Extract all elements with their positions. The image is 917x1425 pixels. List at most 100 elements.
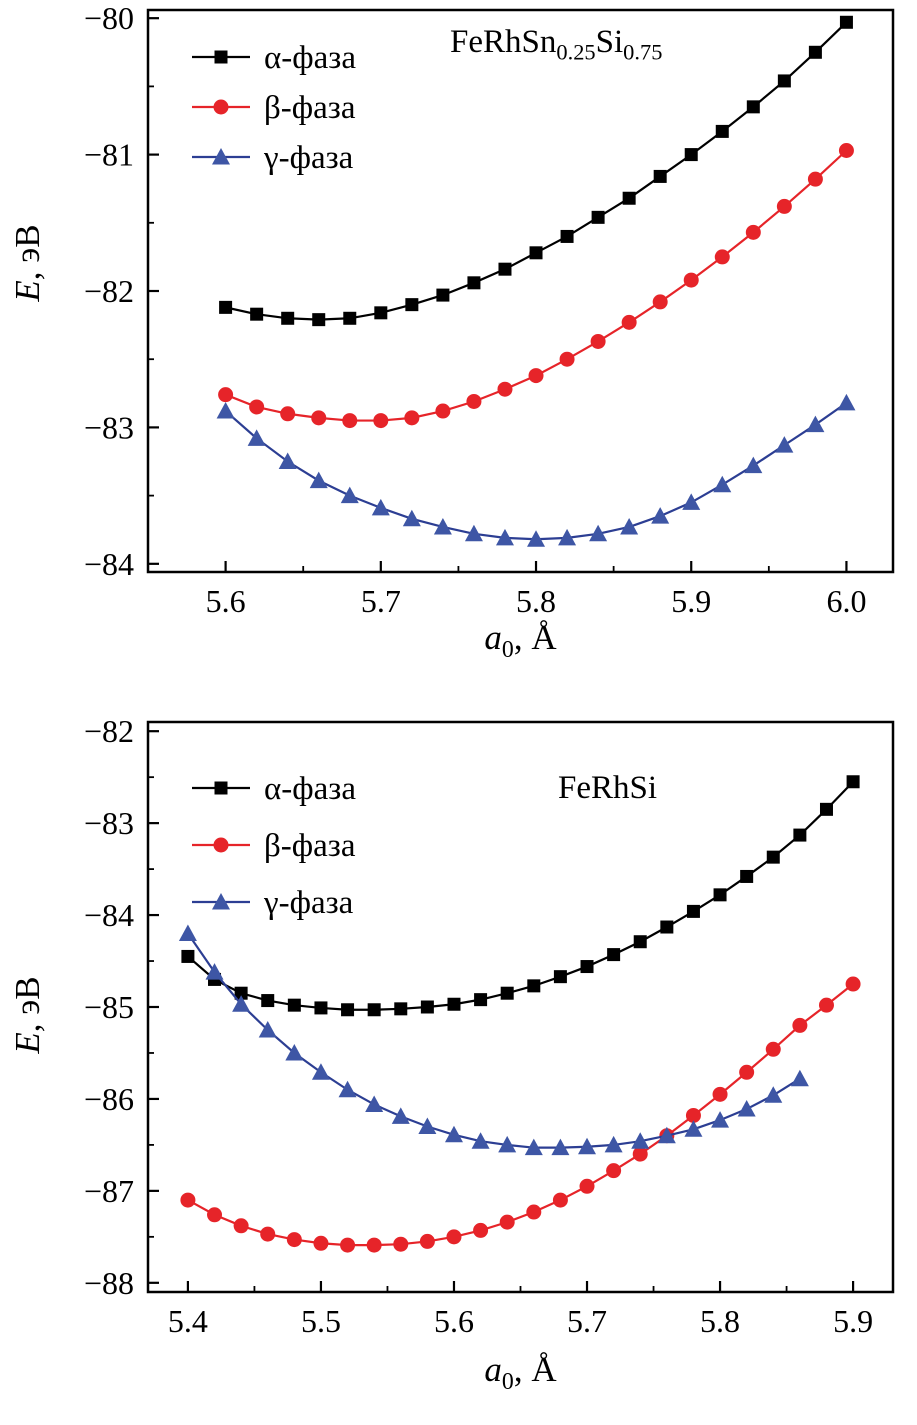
square-marker [684,148,698,162]
triangle-marker [737,1100,756,1117]
circle-marker [218,387,234,403]
circle-marker [528,368,544,384]
circle-marker [446,1229,462,1245]
square-marker [234,986,248,1000]
y-tick-label: −83 [84,805,134,841]
x-tick-label: 5.6 [434,1303,474,1339]
triangle-marker [402,509,421,527]
series-2 [178,924,809,1156]
triangle-marker [365,1095,384,1112]
circle-marker [260,1226,276,1242]
x-axis-label: a0, Å [484,1350,557,1395]
triangle-marker [744,456,763,474]
legend-label: α-фаза [264,40,356,76]
x-tick-label: 5.8 [516,583,556,619]
circle-marker [233,1218,249,1234]
series-line [187,932,801,1149]
triangle-marker [471,1132,490,1149]
triangle-marker [285,1043,304,1061]
legend-label: β-фаза [264,828,356,864]
triangle-marker [498,1135,517,1153]
square-marker [474,993,488,1007]
triangle-marker [212,148,230,165]
legend: α-фаза β-фаза γ-фаза [192,771,356,921]
square-marker [498,262,512,276]
square-marker [560,229,574,243]
triangle-marker [444,1125,463,1143]
y-tick-label: −84 [84,546,134,582]
circle-marker [473,1222,489,1238]
circle-marker [313,1235,329,1251]
triangle-marker [340,486,359,504]
triangle-marker [278,452,297,470]
x-tick-label: 5.7 [567,1303,607,1339]
y-tick-label: −88 [84,1265,134,1301]
triangle-marker [806,415,825,433]
square-marker [405,298,419,312]
y-axis: −80 −81 −82 −83 −84 [84,0,159,582]
circle-marker [286,1232,302,1248]
series-0 [181,775,860,1017]
square-marker [250,307,264,321]
circle-marker [652,294,668,310]
square-marker [846,775,860,789]
square-marker [367,1003,381,1017]
square-marker [341,1003,355,1017]
circle-marker [393,1236,409,1252]
square-marker [287,998,301,1012]
y-tick-label: −82 [84,713,134,749]
x-tick-label: 5.8 [700,1303,740,1339]
circle-marker [838,143,854,158]
square-marker [343,311,357,325]
plot-area-bottom: 5.4 5.5 5.6 5.7 5.8 5.9 −82 −83 −84 −85 −86 −87 −88 α… [84,713,895,1339]
plot-area-top: 5.6 5.7 5.8 5.9 6.0 −80 −81 −82 −83 −84 α-фаза β-фа… [84,0,895,619]
x-tick-label: 5.4 [168,1303,208,1339]
chart-top: E, эВ FeRhSn0.25Si0.75 5.6 5.7 5.8 5.9 6.0 −8… [0,0,917,700]
circle-marker [249,399,265,415]
triangle-marker [764,1086,783,1103]
x-tick-label: 5.9 [671,583,711,619]
legend-label: α-фаза [264,771,356,807]
square-marker [591,210,605,224]
circle-marker [213,99,229,115]
square-marker [214,781,228,795]
triangle-marker [391,1107,410,1124]
circle-marker [712,1086,728,1102]
x-tick-label: 5.5 [301,1303,341,1339]
triangle-marker [604,1135,623,1153]
square-marker [660,920,674,934]
series-0 [219,15,853,327]
x-axis: 5.6 5.7 5.8 5.9 6.0 [206,561,866,619]
triangle-marker [212,893,230,910]
square-marker [281,311,295,325]
square-marker [622,191,636,205]
triangle-marker [311,1063,330,1080]
circle-marker [579,1178,595,1194]
square-marker [715,124,729,138]
circle-marker [180,1192,196,1208]
triangle-marker [651,507,670,524]
square-marker [808,45,822,59]
square-marker [527,979,541,993]
circle-marker [845,976,861,992]
square-marker [553,970,567,984]
circle-marker [765,1041,781,1057]
triangle-marker [620,517,639,535]
triangle-marker [837,393,856,411]
triangle-marker [178,924,197,941]
square-marker [436,288,450,302]
y-tick-label: −82 [84,273,134,309]
y-tick-label: −81 [84,137,134,173]
circle-marker [632,1146,648,1162]
circle-marker [207,1207,223,1223]
square-marker [607,948,621,962]
triangle-marker [524,1138,543,1156]
circle-marker [807,171,823,187]
square-marker [686,904,700,918]
circle-marker [685,1107,701,1123]
triangle-marker [551,1138,570,1156]
square-marker [314,1001,328,1015]
triangle-marker [205,963,224,980]
square-marker [777,74,791,88]
triangle-marker [711,1111,730,1128]
